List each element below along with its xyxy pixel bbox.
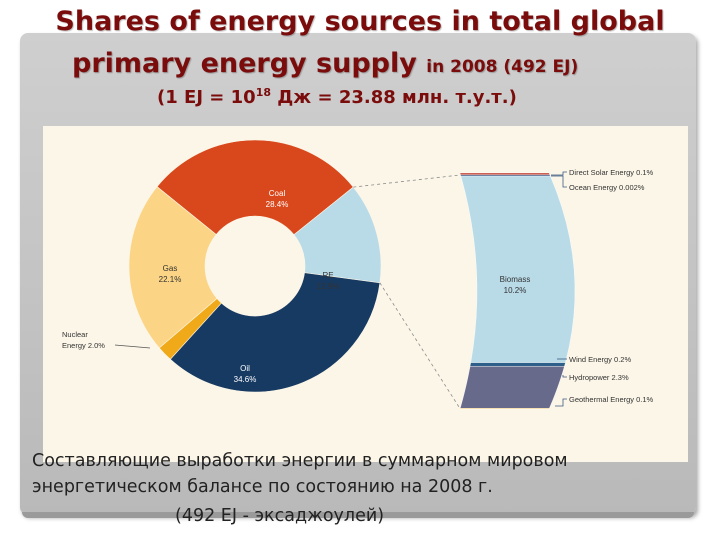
breakdown-label-ocean-energy: Ocean Energy 0.002% bbox=[569, 183, 645, 192]
breakdown-band-direct-solar-energy bbox=[459, 172, 551, 176]
leader-nuclear bbox=[114, 344, 151, 349]
leader-geothermal-energy bbox=[555, 398, 567, 407]
slice-value-gas: 22.1% bbox=[159, 275, 182, 284]
donut-chart: Coal 28.4% RE 12.9% Oil 34.6% Gas 22.1% Nuclear E… bbox=[62, 139, 654, 410]
slice-value-nuclear: Energy 2.0% bbox=[62, 341, 105, 350]
title-line-1: Shares of energy sources in total global bbox=[55, 6, 665, 37]
slice-value-coal: 28.4% bbox=[266, 200, 289, 209]
breakdown-band-geothermal-energy bbox=[459, 408, 550, 410]
leader-direct-solar-energy bbox=[551, 171, 567, 176]
title-line-3: (1 EJ = 1018 Дж = 23.88 млн. т.у.т.) bbox=[157, 86, 517, 108]
slice-value-oil: 34.6% bbox=[234, 375, 257, 384]
connector-top bbox=[353, 174, 461, 188]
connector-bottom bbox=[379, 282, 460, 408]
slice-value-re: 12.9% bbox=[317, 282, 340, 291]
slice-label-oil: Oil bbox=[240, 364, 250, 373]
title-line-2: primary energy supply in 2008 (492 EJ) bbox=[72, 48, 578, 79]
leader-hydropower bbox=[562, 375, 567, 378]
breakdown-label-geothermal-energy: Geothermal Energy 0.1% bbox=[569, 395, 654, 404]
title-line-3-sup: 18 bbox=[255, 86, 271, 99]
title-line-2-small: in 2008 (492 EJ) bbox=[426, 57, 579, 77]
title-line-3-post: Дж = 23.88 млн. т.у.т.) bbox=[271, 87, 517, 108]
breakdown-band-wind-energy bbox=[469, 362, 566, 367]
leader-ocean-energy bbox=[551, 175, 567, 188]
slice-gas bbox=[128, 186, 218, 349]
caption-line-2: энергетическом балансе по состоянию на 2… bbox=[32, 477, 493, 497]
breakdown-label-hydropower: Hydropower 2.3% bbox=[569, 373, 629, 382]
breakdown-band-biomass bbox=[460, 175, 576, 363]
slice-label-coal: Coal bbox=[269, 189, 286, 198]
breakdown-label-biomass: Biomass bbox=[500, 275, 531, 284]
slice-label-re: RE bbox=[322, 271, 333, 280]
breakdown-band-hydropower bbox=[459, 366, 565, 409]
slice-label-gas: Gas bbox=[163, 264, 178, 273]
slice-coal bbox=[156, 139, 354, 236]
breakdown-value-biomass: 10.2% bbox=[504, 286, 527, 295]
title-line-2-main: primary energy supply bbox=[72, 48, 427, 79]
title-line-3-pre: (1 EJ = 10 bbox=[157, 87, 256, 108]
breakdown-label-direct-solar-energy: Direct Solar Energy 0.1% bbox=[569, 168, 654, 177]
slide-frame-shadow bbox=[22, 512, 694, 518]
slice-oil bbox=[169, 272, 381, 393]
slice-label-nuclear: Nuclear bbox=[62, 330, 88, 339]
caption-line-1: Составляющие выработки энергии в суммарн… bbox=[32, 451, 568, 471]
breakdown-label-wind-energy: Wind Energy 0.2% bbox=[569, 355, 631, 364]
caption-line-3: (492 EJ - эксаджоулей) bbox=[175, 506, 385, 526]
